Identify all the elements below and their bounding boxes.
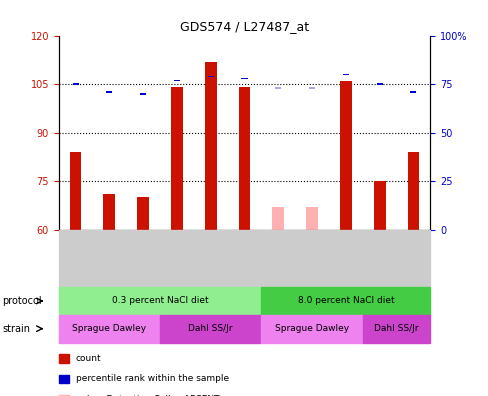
Text: count: count [76,354,101,363]
Text: Dahl SS/Jr: Dahl SS/Jr [188,324,232,333]
Bar [137,197,149,230]
Bar [373,181,385,230]
Bar [171,88,183,230]
Bar [69,152,81,230]
Bar [339,81,351,230]
Bar [308,87,314,89]
Bar [275,87,281,89]
Bar [407,152,419,230]
Bar [72,84,79,85]
Text: value, Detection Call = ABSENT: value, Detection Call = ABSENT [76,395,219,396]
Bar [409,91,416,93]
Bar [106,91,112,93]
Title: GDS574 / L27487_at: GDS574 / L27487_at [180,20,308,33]
Text: Sprague Dawley: Sprague Dawley [274,324,348,333]
Text: 0.3 percent NaCl diet: 0.3 percent NaCl diet [111,297,208,305]
Bar [140,93,146,95]
Text: percentile rank within the sample: percentile rank within the sample [76,375,228,383]
Text: Sprague Dawley: Sprague Dawley [72,324,146,333]
Bar [272,207,284,230]
Bar [241,78,247,79]
Bar [305,207,317,230]
Bar [207,76,213,77]
Bar [342,74,348,75]
Bar [376,84,382,85]
Text: 8.0 percent NaCl diet: 8.0 percent NaCl diet [297,297,393,305]
Bar [204,61,216,230]
Bar [103,194,115,230]
Bar [174,80,180,81]
Bar [238,88,250,230]
Text: strain: strain [2,324,30,334]
Text: Dahl SS/Jr: Dahl SS/Jr [373,324,418,333]
Text: protocol: protocol [2,296,42,306]
